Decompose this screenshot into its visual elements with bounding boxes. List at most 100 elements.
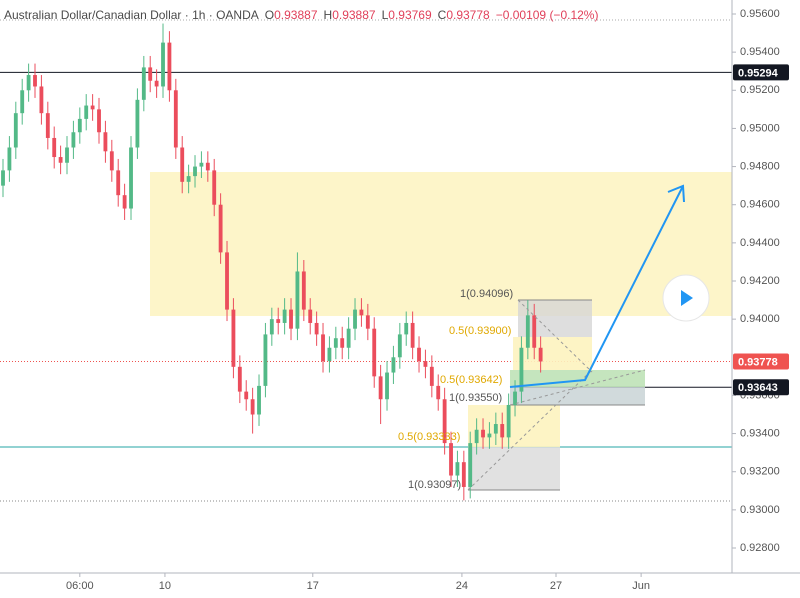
candle-body bbox=[65, 147, 69, 163]
projection-arrow bbox=[509, 185, 684, 388]
y-tick-label: 0.93000 bbox=[740, 504, 780, 516]
candle-body bbox=[20, 90, 25, 114]
candle-body bbox=[481, 429, 485, 438]
trend-dashed bbox=[467, 369, 593, 491]
candle-body bbox=[289, 309, 293, 329]
candle-body bbox=[148, 67, 153, 81]
price-marker bbox=[733, 64, 789, 81]
candle-body bbox=[500, 424, 505, 438]
candle-body bbox=[519, 347, 524, 392]
candle-body bbox=[244, 391, 249, 400]
arrow-head bbox=[667, 184, 685, 203]
y-tick-label: 0.95200 bbox=[740, 84, 780, 96]
header-part: C bbox=[438, 8, 447, 22]
x-tick-label: 27 bbox=[550, 580, 562, 592]
candle-body bbox=[532, 315, 537, 348]
y-tick-label: 0.93200 bbox=[740, 466, 780, 478]
candle-body bbox=[161, 42, 165, 87]
candle-body bbox=[346, 328, 351, 348]
candle-body bbox=[410, 322, 415, 348]
candle-body bbox=[455, 462, 460, 476]
axes: 0.928000.930000.932000.934000.936000.940… bbox=[66, 8, 789, 592]
candle-body bbox=[442, 399, 447, 444]
header-part: −0.00109 (−0.12%) bbox=[496, 8, 599, 22]
trend-dashed bbox=[517, 299, 593, 373]
fib-label: 0.5(0.93333) bbox=[398, 431, 460, 443]
candle-body bbox=[333, 338, 338, 348]
candle-body bbox=[167, 42, 172, 91]
trend-dashed bbox=[509, 369, 646, 406]
candle-body bbox=[276, 319, 281, 323]
candle-body bbox=[308, 309, 313, 323]
fib-labels: 1(0.94096) 0.5(0.93900) 0.5(0.93642) 1(0… bbox=[398, 288, 513, 491]
candle-body bbox=[103, 132, 108, 152]
candle-body bbox=[321, 334, 325, 362]
candles bbox=[1, 23, 543, 501]
y-tick-label: 0.94600 bbox=[740, 199, 780, 211]
candle-body bbox=[218, 204, 223, 253]
fib-box bbox=[468, 447, 560, 490]
candle-body bbox=[327, 347, 332, 362]
candle-body bbox=[26, 75, 31, 91]
candle-body bbox=[417, 347, 421, 362]
header-part: O bbox=[265, 8, 274, 22]
candle-body bbox=[468, 443, 473, 487]
header-part: 0.93769 bbox=[388, 8, 432, 22]
x-tick-label: Jun bbox=[632, 580, 650, 592]
x-tick-label: 17 bbox=[307, 580, 319, 592]
candle-body bbox=[52, 137, 57, 158]
candle-body bbox=[385, 372, 389, 400]
y-tick-label: 0.95000 bbox=[740, 122, 780, 134]
header-part: Australian Dollar/Canadian Dollar · 1h ·… bbox=[4, 8, 259, 22]
candle-body bbox=[186, 176, 191, 182]
candle-body bbox=[84, 105, 89, 119]
candle-body bbox=[436, 385, 441, 400]
legend-header: Australian Dollar/Canadian Dollar · 1h ·… bbox=[4, 8, 598, 22]
candle-body bbox=[506, 404, 511, 438]
x-tick-label: 10 bbox=[159, 580, 171, 592]
candle-body bbox=[257, 385, 261, 415]
fib-box bbox=[510, 370, 645, 387]
candle-body bbox=[269, 319, 274, 335]
candle-body bbox=[199, 162, 204, 167]
candle-body bbox=[378, 376, 383, 400]
fib-label: 1(0.93550) bbox=[449, 392, 502, 404]
fib-box bbox=[518, 300, 592, 337]
y-tick-label: 0.94200 bbox=[740, 275, 780, 287]
candle-body bbox=[250, 399, 255, 415]
candle-body bbox=[493, 424, 498, 434]
fib-label: 0.5(0.93900) bbox=[449, 325, 511, 337]
header-part: 0.93887 bbox=[274, 8, 318, 22]
candle-body bbox=[391, 357, 396, 373]
price-marker-label: 0.93778 bbox=[738, 356, 778, 368]
candle-body bbox=[365, 315, 370, 329]
fib-label: 1(0.93097) bbox=[408, 479, 461, 491]
candle-body bbox=[404, 322, 409, 335]
candle-body bbox=[231, 309, 236, 367]
fib-box bbox=[513, 337, 592, 370]
candle-body bbox=[129, 147, 133, 209]
candle-body bbox=[1, 170, 5, 186]
x-tick-label: 24 bbox=[456, 580, 468, 592]
fib-box bbox=[510, 387, 645, 405]
candle-body bbox=[397, 334, 402, 358]
candle-body bbox=[372, 328, 377, 377]
fib-label: 1(0.94096) bbox=[460, 288, 513, 300]
candle-body bbox=[340, 338, 345, 348]
candle-body bbox=[487, 433, 492, 438]
header-part: H bbox=[324, 8, 333, 22]
price-marker bbox=[733, 353, 789, 370]
price-marker bbox=[733, 379, 789, 396]
candle-body bbox=[423, 361, 428, 367]
candle-body bbox=[295, 271, 300, 329]
candle-body bbox=[263, 334, 268, 386]
candle-body bbox=[116, 170, 121, 196]
candle-body bbox=[154, 80, 159, 87]
header-part: 0.93778 bbox=[446, 8, 490, 22]
candle-body bbox=[282, 309, 287, 323]
candle-body bbox=[180, 147, 185, 182]
y-tick-label: 0.94400 bbox=[740, 237, 780, 249]
candle-body bbox=[525, 315, 530, 348]
header-part: 0.93887 bbox=[332, 8, 376, 22]
candle-body bbox=[58, 157, 63, 163]
